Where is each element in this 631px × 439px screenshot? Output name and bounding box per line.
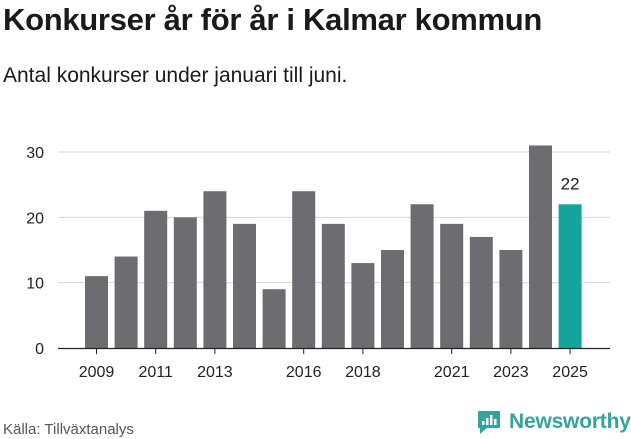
x-tick-label-2025: 2025 [552, 364, 588, 381]
bar-2022 [469, 236, 493, 348]
bar-chart: 0 10 20 30 22 2009 2011 2013 2016 2018 2021 2023 202… [26, 145, 610, 381]
bar-2024 [529, 145, 552, 348]
bar-2020 [410, 204, 434, 348]
bar-2023 [499, 250, 523, 348]
newsworthy-logo-text: Newsworthy [509, 410, 631, 433]
bar-2016 [292, 191, 316, 348]
bar-2015 [262, 289, 286, 348]
y-tick-label-0: 0 [35, 341, 44, 358]
x-tick-label-2011: 2011 [138, 364, 173, 381]
bar-2019 [381, 250, 404, 348]
chart-subtitle: Antal konkurser under januari till juni. [3, 64, 348, 87]
x-tick-label-2016: 2016 [286, 364, 322, 381]
bar-2018 [351, 263, 375, 348]
x-tick-label-2018: 2018 [345, 364, 381, 381]
bar-2012 [173, 217, 197, 348]
y-tick-label-10: 10 [26, 276, 44, 293]
source-note: Källa: Tillväxtanalys [3, 421, 134, 438]
chart-title: Konkurser år för år i Kalmar kommun [3, 2, 543, 37]
x-tick-label-2021: 2021 [434, 364, 470, 381]
bar-2014 [233, 223, 256, 348]
newsworthy-logo-icon [478, 411, 500, 434]
newsworthy-logo: Newsworthy [475, 407, 631, 437]
x-tick-label-2009: 2009 [79, 364, 115, 381]
bar-2025 [558, 204, 582, 348]
bar-2013 [203, 191, 227, 348]
y-tick-label-20: 20 [26, 210, 44, 227]
x-tick-label-2013: 2013 [197, 364, 233, 381]
y-tick-label-30: 30 [26, 145, 44, 162]
bar-2017 [321, 223, 345, 348]
x-tick-label-2023: 2023 [493, 364, 529, 381]
bar-2009 [85, 276, 108, 348]
data-label-2025: 22 [561, 174, 580, 193]
bar-2011 [144, 210, 168, 348]
bar-2021 [440, 223, 464, 348]
bar-2010 [114, 256, 138, 348]
